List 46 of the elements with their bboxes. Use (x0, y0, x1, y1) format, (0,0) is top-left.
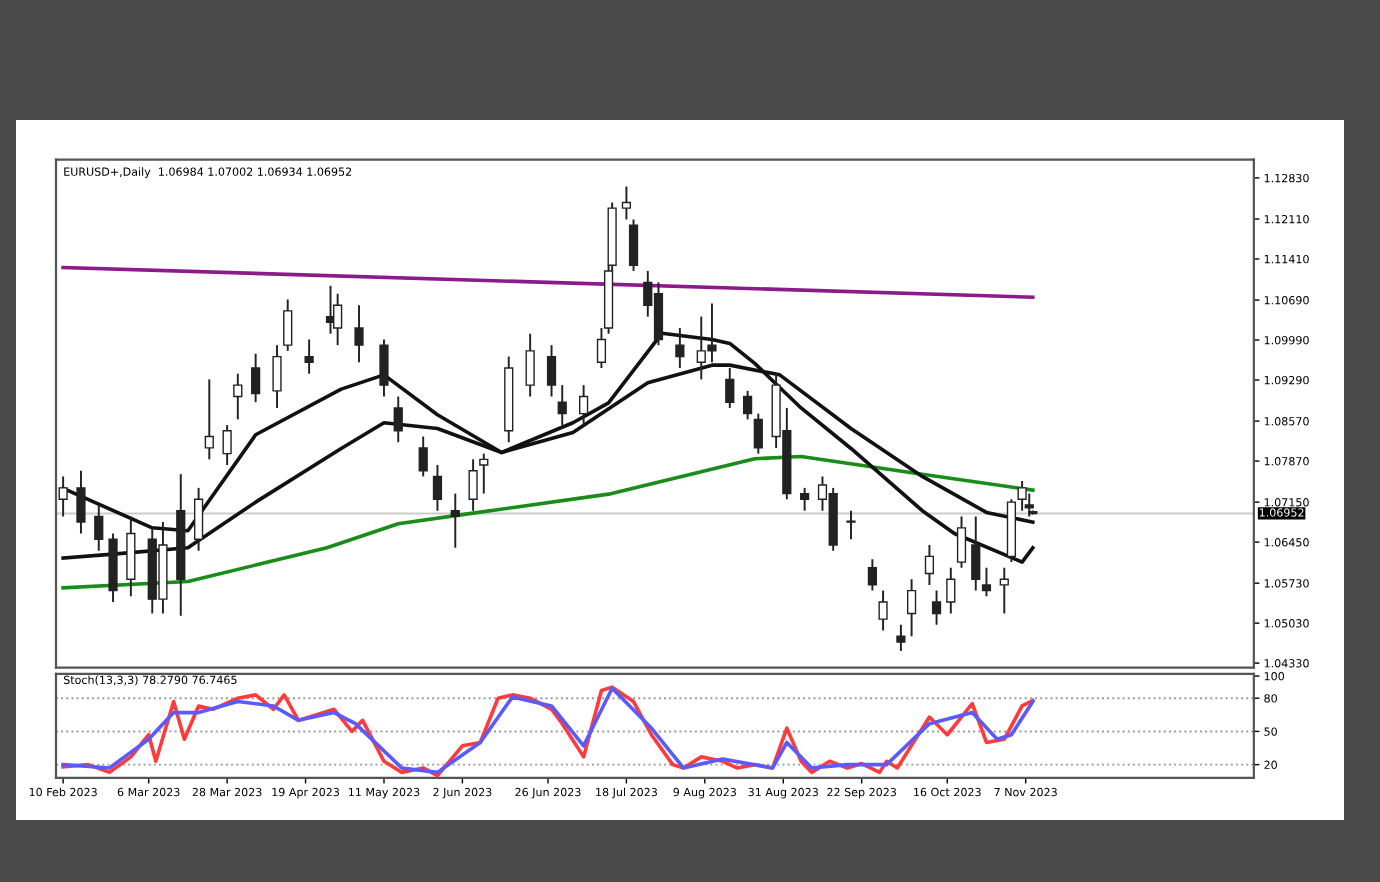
candlestick (906, 578, 917, 638)
candlestick (283, 298, 293, 352)
candlestick (272, 344, 282, 409)
candlestick (742, 389, 753, 421)
candlestick (621, 185, 632, 221)
candlestick (193, 486, 204, 552)
candlestick (753, 412, 763, 455)
candlestick (58, 475, 68, 518)
candlestick (418, 435, 428, 478)
candlestick (557, 384, 567, 427)
candlestick (628, 218, 639, 272)
candlestick (846, 509, 856, 541)
candlestick (354, 304, 364, 364)
candlestick (204, 378, 214, 461)
candlestick (468, 458, 478, 512)
candlestick (896, 623, 906, 653)
candlestick (931, 589, 942, 626)
candlestick (233, 372, 243, 421)
candlestick (479, 452, 489, 495)
candlestick (525, 332, 535, 398)
candlestick (675, 327, 685, 369)
candlestick (94, 504, 104, 552)
candlestick (878, 589, 888, 632)
candlestick (579, 384, 589, 427)
candlestick (393, 395, 403, 444)
candlestick (800, 486, 810, 512)
candlestick (981, 566, 992, 598)
candlestick (379, 338, 389, 398)
candlestick (251, 352, 261, 404)
candlestick (867, 558, 878, 592)
candlestick (999, 566, 1009, 615)
candlestick (333, 292, 343, 347)
candlestick (725, 367, 735, 409)
candlestick (304, 338, 314, 375)
candlestick (971, 515, 981, 592)
candlestick (126, 515, 136, 598)
candlestick (450, 492, 460, 549)
candlestick (76, 469, 86, 535)
line-series (61, 454, 1035, 590)
candlestick (956, 515, 967, 569)
candlestick (924, 543, 935, 586)
candlestick (432, 464, 443, 512)
candlestick (1017, 480, 1027, 512)
candlestick (222, 424, 232, 466)
candlestick (946, 566, 956, 615)
candlestick (546, 344, 557, 398)
